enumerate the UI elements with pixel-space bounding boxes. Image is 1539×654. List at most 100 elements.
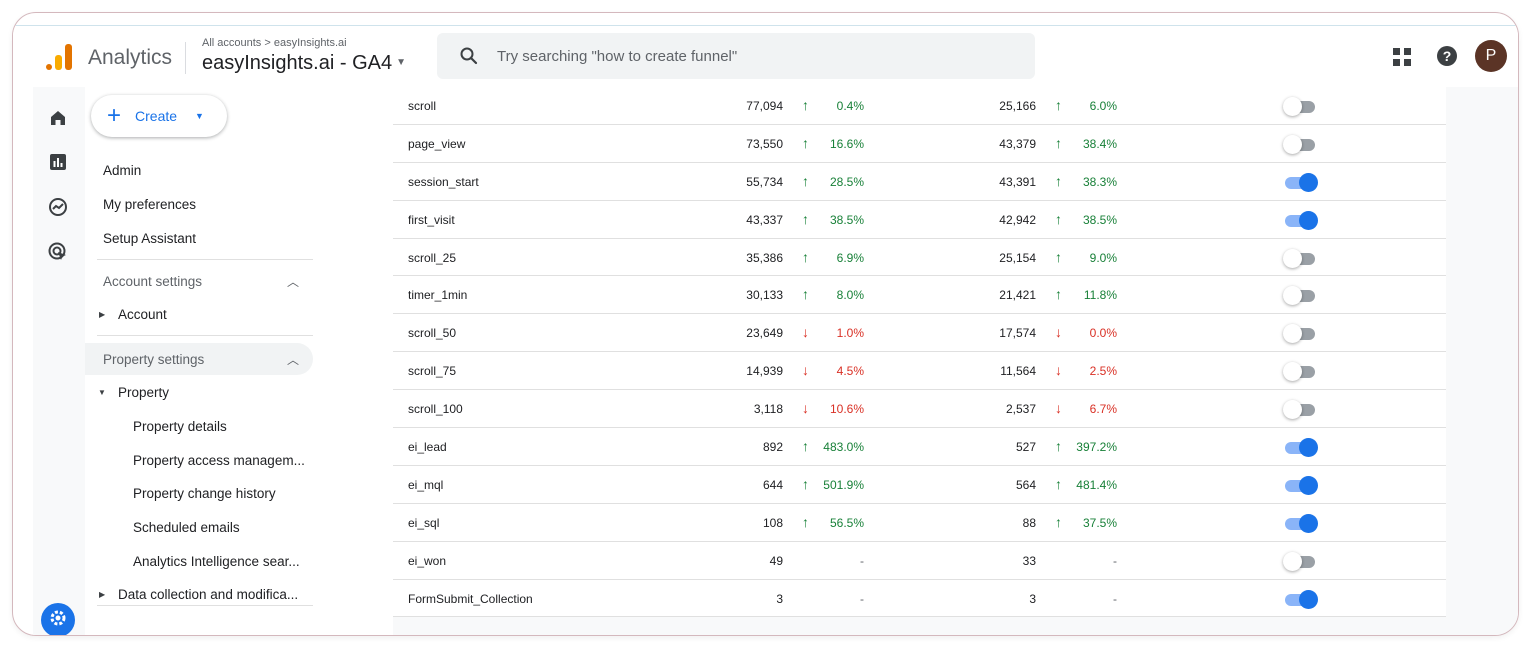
users-count: 11,564 (1000, 364, 1036, 379)
nav-property-details[interactable]: Property details (133, 419, 227, 434)
key-event-toggle[interactable] (1283, 172, 1319, 192)
event-count: 35,386 (746, 250, 783, 265)
table-row[interactable]: page_view 73,550 ↑ 16.6% 43,379 ↑ 38.4% (393, 125, 1446, 163)
event-count-change: 8.0% (836, 288, 864, 303)
event-name[interactable]: ei_mql (408, 477, 444, 492)
key-event-toggle[interactable] (1283, 551, 1319, 571)
events-table: scroll 77,094 ↑ 0.4% 25,166 ↑ 6.0% page_view 73,… (393, 87, 1446, 618)
table-row[interactable]: ei_mql 644 ↑ 501.9% 564 ↑ 481.4% (393, 466, 1446, 504)
event-name[interactable]: ei_lead (408, 440, 447, 455)
table-row[interactable]: session_start 55,734 ↑ 28.5% 43,391 ↑ 38.3% (393, 163, 1446, 201)
key-event-toggle[interactable] (1283, 437, 1319, 458)
arrow-up-icon: ↑ (1055, 210, 1062, 227)
property-settings-label: Property settings (103, 351, 205, 367)
key-event-toggle[interactable] (1283, 513, 1319, 533)
nav-analytics-intelligence[interactable]: Analytics Intelligence sear... (133, 554, 300, 569)
event-name[interactable]: FormSubmit_Collection (408, 591, 533, 606)
event-name[interactable]: session_start (408, 174, 479, 189)
property-settings-section[interactable]: Property settings ︿ (85, 343, 313, 375)
key-event-toggle[interactable] (1283, 361, 1319, 382)
event-count-change: 10.6% (829, 402, 864, 417)
nav-property[interactable]: Property (118, 385, 170, 400)
reports-icon[interactable] (47, 151, 69, 173)
help-icon[interactable]: ? (1437, 46, 1457, 66)
event-name[interactable]: ei_won (408, 553, 447, 568)
arrow-down-icon: ↓ (1055, 324, 1062, 341)
home-icon[interactable] (47, 107, 69, 129)
expand-arrow-icon[interactable]: ▶ (99, 590, 106, 599)
event-name[interactable]: ei_sql (408, 515, 440, 530)
key-event-toggle[interactable] (1283, 589, 1319, 609)
table-row[interactable]: timer_1min 30,133 ↑ 8.0% 21,421 ↑ 11.8% (393, 276, 1446, 315)
nav-property-access-management[interactable]: Property access managem... (133, 453, 305, 468)
table-row[interactable]: scroll 77,094 ↑ 0.4% 25,166 ↑ 6.0% (393, 87, 1446, 125)
search-input[interactable] (497, 47, 977, 65)
table-row[interactable]: first_visit 43,337 ↑ 38.5% 42,942 ↑ 38.5% (393, 201, 1446, 239)
account-settings-section[interactable]: Account settings ︿ (85, 265, 313, 297)
search-icon (459, 46, 479, 66)
search-bar[interactable] (437, 33, 1035, 79)
event-name[interactable]: first_visit (408, 212, 455, 227)
event-count-change: 0.4% (836, 99, 864, 113)
create-button[interactable]: + Create ▼ (91, 95, 227, 137)
users-count: 2,537 (1005, 402, 1036, 417)
arrow-up-icon: ↑ (1055, 248, 1062, 265)
table-row[interactable]: scroll_50 23,649 ↓ 1.0% 17,574 ↓ 0.0% (393, 314, 1446, 353)
table-row[interactable]: ei_won 49 - 33 - (393, 542, 1446, 580)
nav-setup-assistant[interactable]: Setup Assistant (103, 231, 197, 246)
apps-grid-icon[interactable] (1393, 48, 1411, 66)
arrow-up-icon: ↑ (1055, 134, 1062, 151)
breadcrumb[interactable]: All accounts > easyInsights.ai (202, 37, 347, 49)
users-count: 43,391 (999, 174, 1036, 189)
caret-down-icon: ▼ (195, 111, 204, 121)
arrow-up-icon: ↑ (802, 438, 809, 455)
event-name[interactable]: scroll_25 (408, 250, 457, 265)
key-event-toggle[interactable] (1283, 475, 1319, 495)
advertising-icon[interactable] (47, 241, 69, 263)
event-name[interactable]: scroll (408, 99, 437, 113)
event-name[interactable]: scroll_75 (408, 364, 457, 379)
event-name[interactable]: scroll_100 (408, 402, 463, 417)
expand-arrow-icon[interactable]: ▶ (99, 310, 106, 319)
collapse-arrow-icon[interactable]: ▼ (98, 388, 106, 397)
key-event-toggle[interactable] (1283, 96, 1319, 116)
event-count-change: 1.0% (836, 326, 864, 341)
table-row[interactable]: ei_sql 108 ↑ 56.5% 88 ↑ 37.5% (393, 504, 1446, 542)
property-selector[interactable]: easyInsights.ai - GA4 ▼ (202, 52, 406, 75)
key-event-toggle[interactable] (1283, 285, 1319, 306)
event-count-change: 483.0% (823, 440, 864, 455)
event-name[interactable]: scroll_50 (408, 326, 457, 341)
chevron-up-icon: ︿ (286, 274, 299, 289)
nav-data-collection[interactable]: Data collection and modifica... (118, 587, 299, 602)
avatar[interactable]: P (1475, 40, 1507, 72)
key-event-toggle[interactable] (1283, 399, 1319, 420)
key-event-toggle[interactable] (1283, 210, 1319, 230)
table-row[interactable]: ei_lead 892 ↑ 483.0% 527 ↑ 397.2% (393, 428, 1446, 466)
table-row[interactable]: FormSubmit_Collection 3 - 3 - (393, 580, 1446, 618)
key-event-toggle[interactable] (1283, 248, 1319, 268)
users-count-change: 38.4% (1082, 136, 1117, 151)
event-count: 23,649 (746, 326, 783, 341)
nav-property-change-history[interactable]: Property change history (133, 486, 276, 501)
key-event-toggle[interactable] (1283, 134, 1319, 154)
nav-my-preferences[interactable]: My preferences (103, 197, 197, 212)
explore-icon[interactable] (47, 196, 69, 218)
arrow-up-icon: ↑ (802, 286, 809, 303)
admin-settings-button[interactable] (41, 603, 75, 635)
event-name[interactable]: timer_1min (408, 288, 468, 303)
arrow-up-icon: ↑ (1055, 97, 1062, 113)
table-row[interactable]: scroll_75 14,939 ↓ 4.5% 11,564 ↓ 2.5% (393, 352, 1446, 391)
nav-admin[interactable]: Admin (103, 163, 142, 178)
analytics-logo-icon[interactable] (46, 44, 72, 70)
nav-account[interactable]: Account (118, 307, 167, 322)
users-count: 21,421 (999, 288, 1036, 303)
key-event-toggle[interactable] (1283, 323, 1319, 344)
event-count: 3,118 (753, 402, 783, 417)
event-count: 77,094 (746, 99, 783, 113)
nav-scheduled-emails[interactable]: Scheduled emails (133, 520, 240, 535)
event-name[interactable]: page_view (408, 136, 466, 151)
table-row[interactable]: scroll_25 35,386 ↑ 6.9% 25,154 ↑ 9.0% (393, 239, 1446, 277)
event-count-change: 501.9% (823, 477, 864, 492)
table-row[interactable]: scroll_100 3,118 ↓ 10.6% 2,537 ↓ 6.7% (393, 390, 1446, 429)
users-count-change: 38.3% (1082, 174, 1117, 189)
